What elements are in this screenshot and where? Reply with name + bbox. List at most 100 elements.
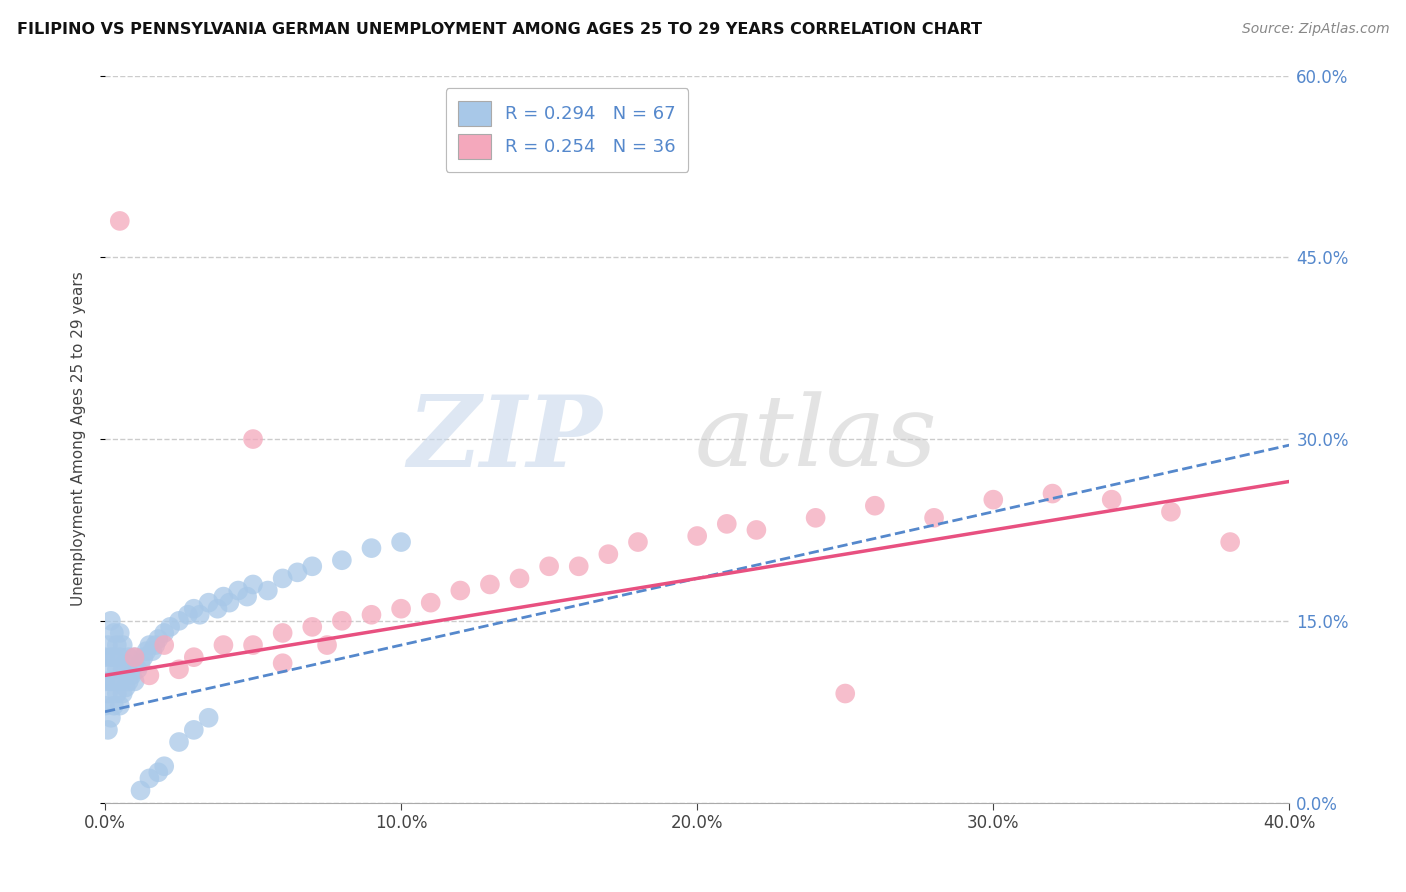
Text: atlas: atlas (695, 392, 936, 487)
Point (100, 650, 122, 665)
Point (834, 687, 856, 701)
Point (360, 541, 382, 555)
Point (804, 511, 827, 525)
Point (105, 687, 128, 701)
Point (360, 607, 382, 622)
Point (111, 687, 134, 701)
Point (148, 765, 170, 780)
Point (301, 559, 323, 574)
Point (114, 681, 136, 695)
Text: Source: ZipAtlas.com: Source: ZipAtlas.com (1241, 22, 1389, 37)
Point (177, 607, 200, 622)
Point (509, 571, 531, 585)
Point (103, 674, 125, 689)
Point (124, 650, 146, 665)
Point (981, 492, 1004, 507)
Point (389, 601, 412, 615)
Point (129, 783, 152, 797)
Point (301, 620, 323, 634)
Point (212, 638, 235, 652)
Point (627, 535, 650, 549)
Point (94, 674, 117, 689)
Point (97, 723, 120, 737)
Point (148, 632, 170, 646)
Point (127, 662, 149, 676)
Point (330, 614, 353, 628)
Point (1101, 492, 1123, 507)
Point (183, 650, 205, 665)
Point (100, 674, 122, 689)
Point (271, 626, 294, 640)
Point (863, 499, 886, 513)
Point (167, 735, 190, 749)
Point (478, 577, 501, 591)
Point (745, 523, 768, 537)
Text: ZIP: ZIP (408, 391, 602, 487)
Point (108, 214, 131, 228)
Point (94, 698, 117, 713)
Point (316, 638, 339, 652)
Point (686, 529, 709, 543)
Point (124, 674, 146, 689)
Point (167, 614, 190, 628)
Point (108, 698, 131, 713)
Point (153, 626, 176, 640)
Point (167, 662, 190, 676)
Text: FILIPINO VS PENNSYLVANIA GERMAN UNEMPLOYMENT AMONG AGES 25 TO 29 YEARS CORRELATI: FILIPINO VS PENNSYLVANIA GERMAN UNEMPLOY… (17, 22, 981, 37)
Point (242, 577, 264, 591)
Point (197, 711, 219, 725)
Point (568, 559, 591, 574)
Point (103, 626, 125, 640)
Point (103, 698, 125, 713)
Point (129, 657, 152, 671)
Point (141, 644, 163, 658)
Point (105, 638, 128, 652)
Point (183, 723, 205, 737)
Point (330, 553, 353, 567)
Point (236, 590, 259, 604)
Point (218, 596, 240, 610)
Point (114, 657, 136, 671)
Point (118, 674, 141, 689)
Point (132, 650, 155, 665)
Point (188, 607, 211, 622)
Point (97, 638, 120, 652)
Point (598, 547, 620, 561)
Point (97, 662, 120, 676)
Point (207, 601, 229, 615)
Point (108, 674, 131, 689)
Point (242, 638, 264, 652)
Point (271, 657, 294, 671)
Point (716, 516, 738, 531)
Point (108, 650, 131, 665)
Point (103, 650, 125, 665)
Point (1160, 505, 1182, 519)
Point (1042, 486, 1064, 500)
Point (159, 620, 181, 634)
Point (138, 772, 160, 786)
Point (419, 596, 441, 610)
Point (183, 601, 205, 615)
Point (138, 638, 160, 652)
Point (105, 662, 128, 676)
Point (100, 711, 122, 725)
Point (135, 644, 157, 658)
Point (271, 571, 294, 585)
Point (138, 668, 160, 682)
Point (257, 583, 280, 598)
Point (449, 583, 471, 598)
Point (97, 687, 120, 701)
Point (389, 535, 412, 549)
Point (287, 566, 309, 580)
Point (100, 614, 122, 628)
Point (538, 559, 561, 574)
Point (143, 638, 166, 652)
Point (124, 650, 146, 665)
Point (922, 511, 945, 525)
Point (111, 662, 134, 676)
Point (153, 638, 176, 652)
Point (108, 626, 131, 640)
Point (118, 650, 141, 665)
Point (1219, 535, 1241, 549)
Point (153, 759, 176, 773)
